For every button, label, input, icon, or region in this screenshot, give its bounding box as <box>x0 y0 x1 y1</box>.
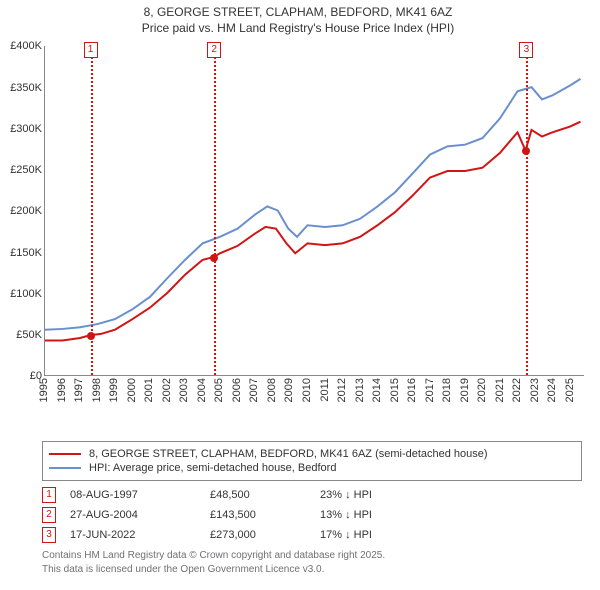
sale-row-price: £273,000 <box>210 529 320 541</box>
x-tick-label: 2025 <box>564 378 576 402</box>
x-tick-label: 2012 <box>336 378 348 402</box>
title-line2: Price paid vs. HM Land Registry's House … <box>2 20 594 36</box>
x-tick-label: 2021 <box>494 378 506 402</box>
x-tick-label: 2022 <box>511 378 523 402</box>
x-tick-label: 2018 <box>441 378 453 402</box>
x-tick-label: 1996 <box>56 378 68 402</box>
x-tick-label: 2007 <box>248 378 260 402</box>
title-line1: 8, GEORGE STREET, CLAPHAM, BEDFORD, MK41… <box>2 4 594 20</box>
sale-row-date: 27-AUG-2004 <box>70 509 210 521</box>
legend-swatch-property <box>49 453 81 455</box>
y-tick-label: £300K <box>2 123 42 135</box>
y-tick-label: £100K <box>2 288 42 300</box>
legend-box: 8, GEORGE STREET, CLAPHAM, BEDFORD, MK41… <box>42 441 582 481</box>
sale-row: 2 27-AUG-2004£143,50013% ↓ HPI <box>42 507 594 523</box>
x-tick-label: 2010 <box>301 378 313 402</box>
sale-marker-dot <box>210 254 218 262</box>
x-tick-label: 2016 <box>406 378 418 402</box>
x-tick-label: 2005 <box>213 378 225 402</box>
sale-row-date: 08-AUG-1997 <box>70 489 210 501</box>
plot-region: 123 <box>44 46 584 376</box>
footer-line2: This data is licensed under the Open Gov… <box>42 563 594 577</box>
sale-row-date: 17-JUN-2022 <box>70 529 210 541</box>
x-tick-label: 2002 <box>161 378 173 402</box>
legend-row-hpi: HPI: Average price, semi-detached house,… <box>49 462 575 474</box>
x-tick-label: 2017 <box>424 378 436 402</box>
sales-table: 1 08-AUG-1997£48,50023% ↓ HPI 2 27-AUG-2004… <box>42 487 594 543</box>
x-tick-label: 2024 <box>546 378 558 402</box>
y-tick-label: £350K <box>2 82 42 94</box>
sale-marker-line <box>91 46 93 375</box>
series-hpi-line <box>45 79 581 330</box>
x-tick-label: 1995 <box>38 378 50 402</box>
x-tick-label: 2011 <box>319 378 331 402</box>
y-tick-label: £0 <box>2 370 42 382</box>
footer-line1: Contains HM Land Registry data © Crown c… <box>42 549 594 563</box>
sale-row-num: 2 <box>42 507 56 523</box>
chart-area: 123 £0£50K£100K£150K£200K£250K£300K£350K… <box>4 40 594 435</box>
x-tick-label: 2009 <box>283 378 295 402</box>
footer-attribution: Contains HM Land Registry data © Crown c… <box>42 549 594 576</box>
sale-marker-dot <box>87 332 95 340</box>
series-property-line <box>45 122 581 341</box>
legend-label-property: 8, GEORGE STREET, CLAPHAM, BEDFORD, MK41… <box>89 448 488 460</box>
sale-row-num: 1 <box>42 487 56 503</box>
sale-row-price: £48,500 <box>210 489 320 501</box>
sale-marker-box: 2 <box>207 42 221 58</box>
x-tick-label: 2013 <box>354 378 366 402</box>
x-tick-label: 2003 <box>178 378 190 402</box>
sale-row-price: £143,500 <box>210 509 320 521</box>
x-tick-label: 2014 <box>371 378 383 402</box>
line-series-svg <box>45 46 584 375</box>
x-tick-label: 1997 <box>73 378 85 402</box>
sale-marker-box: 1 <box>84 42 98 58</box>
x-tick-label: 1999 <box>108 378 120 402</box>
sale-row-delta: 23% ↓ HPI <box>320 489 460 501</box>
sale-row-delta: 13% ↓ HPI <box>320 509 460 521</box>
sale-row: 1 08-AUG-1997£48,50023% ↓ HPI <box>42 487 594 503</box>
chart-title: 8, GEORGE STREET, CLAPHAM, BEDFORD, MK41… <box>2 4 594 36</box>
sale-marker-line <box>526 46 528 375</box>
x-tick-label: 2015 <box>389 378 401 402</box>
sale-row-delta: 17% ↓ HPI <box>320 529 460 541</box>
x-tick-label: 2020 <box>476 378 488 402</box>
y-tick-label: £200K <box>2 205 42 217</box>
sale-marker-line <box>214 46 216 375</box>
y-tick-label: £150K <box>2 247 42 259</box>
x-tick-label: 2008 <box>266 378 278 402</box>
sale-row-num: 3 <box>42 527 56 543</box>
sale-marker-box: 3 <box>519 42 533 58</box>
x-tick-label: 2004 <box>196 378 208 402</box>
sale-row: 3 17-JUN-2022£273,00017% ↓ HPI <box>42 527 594 543</box>
sale-marker-dot <box>522 147 530 155</box>
x-tick-label: 2001 <box>143 378 155 402</box>
legend-row-property: 8, GEORGE STREET, CLAPHAM, BEDFORD, MK41… <box>49 448 575 460</box>
y-tick-label: £400K <box>2 40 42 52</box>
x-tick-label: 2023 <box>529 378 541 402</box>
legend-label-hpi: HPI: Average price, semi-detached house,… <box>89 462 336 474</box>
y-tick-label: £250K <box>2 164 42 176</box>
legend-swatch-hpi <box>49 467 81 469</box>
x-tick-label: 2006 <box>231 378 243 402</box>
y-tick-label: £50K <box>2 329 42 341</box>
x-tick-label: 1998 <box>91 378 103 402</box>
x-tick-label: 2019 <box>459 378 471 402</box>
x-tick-label: 2000 <box>126 378 138 402</box>
